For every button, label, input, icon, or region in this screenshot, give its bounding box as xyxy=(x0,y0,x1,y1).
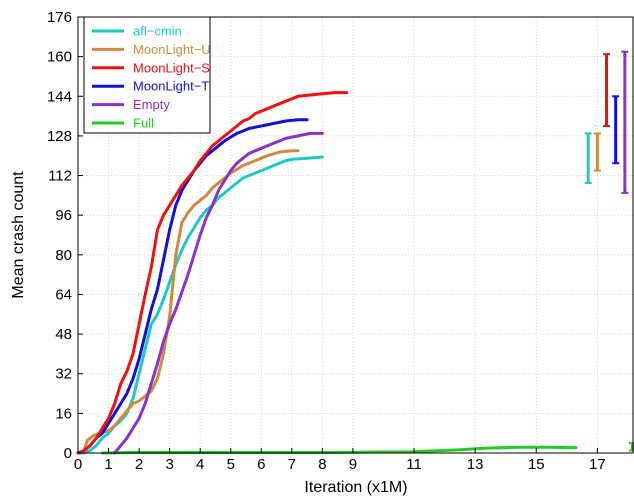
legend-label: Empty xyxy=(133,97,170,112)
x-tick-label: 13 xyxy=(467,456,484,473)
series-line-empty xyxy=(113,131,324,455)
y-tick-label: 160 xyxy=(47,49,72,66)
legend-label: MoonLight−U xyxy=(133,42,211,57)
legend-label: Full xyxy=(133,116,154,131)
series-line-full xyxy=(100,445,578,455)
x-tick-label: 4 xyxy=(196,456,204,473)
error-bar-moonlight-t xyxy=(612,95,620,165)
x-tick-label: 1 xyxy=(104,456,112,473)
legend-item-afl-cmin: afl−cmin xyxy=(92,24,182,39)
legend-label: afl−cmin xyxy=(133,24,182,39)
x-tick-label: 17 xyxy=(589,456,606,473)
error-bar-moonlight-u xyxy=(593,132,601,172)
legend-label: MoonLight−T xyxy=(133,79,209,94)
series-lines xyxy=(76,91,578,455)
y-tick-label: 80 xyxy=(55,247,72,264)
y-tick-label: 96 xyxy=(55,207,72,224)
legend-label: MoonLight−S xyxy=(133,60,210,75)
legend-box xyxy=(83,16,211,134)
legend-item-empty: Empty xyxy=(92,97,170,112)
y-tick-label: 64 xyxy=(55,286,72,303)
error-bar-afl-cmin xyxy=(584,132,592,184)
y-axis-label: Mean crash count xyxy=(10,171,27,299)
y-tick-label: 112 xyxy=(48,168,72,185)
x-tick-label: 0 xyxy=(74,456,82,473)
y-axis-ticks: 0 16 32 48 64 80 96 112 128 144 160 176 xyxy=(47,9,83,462)
x-tick-label: 3 xyxy=(165,456,173,473)
series-line-moonlight-u xyxy=(76,149,300,455)
x-tick-label: 5 xyxy=(227,456,235,473)
legend-item-full: Full xyxy=(92,116,154,131)
x-axis-label: Iteration (x1M) xyxy=(304,479,407,496)
x-tick-label: 7 xyxy=(288,456,296,473)
x-tick-label: 9 xyxy=(349,456,357,473)
x-tick-label: 6 xyxy=(257,456,265,473)
y-tick-label: 128 xyxy=(47,128,72,145)
legend-item-moonlight-s: MoonLight−S xyxy=(92,60,210,75)
error-bar-moonlight-s xyxy=(603,53,611,127)
series-line-moonlight-t xyxy=(76,118,309,455)
y-tick-label: 176 xyxy=(47,9,72,26)
x-tick-label: 11 xyxy=(406,456,422,473)
y-tick-label: 48 xyxy=(55,326,72,343)
y-tick-label: 144 xyxy=(47,88,72,105)
x-tick-label: 2 xyxy=(135,456,143,473)
y-tick-label: 0 xyxy=(64,445,72,462)
series-line-moonlight-s xyxy=(76,91,349,455)
legend-item-moonlight-u: MoonLight−U xyxy=(92,42,211,57)
error-bar-empty xyxy=(621,50,629,194)
x-tick-label: 15 xyxy=(528,456,545,473)
legend-item-moonlight-t: MoonLight−T xyxy=(92,79,209,94)
error-bar-full xyxy=(628,442,634,452)
x-tick-label: 8 xyxy=(318,456,326,473)
legend: afl−cmin MoonLight−U MoonLight−S MoonLight−… xyxy=(83,16,211,134)
x-axis-ticks: 0 1 2 3 4 5 6 7 8 9 11 13 15 17 xyxy=(74,448,606,473)
error-bars xyxy=(584,50,634,452)
y-tick-label: 16 xyxy=(55,405,72,422)
y-tick-label: 32 xyxy=(55,366,72,383)
plot-frame xyxy=(77,16,634,454)
